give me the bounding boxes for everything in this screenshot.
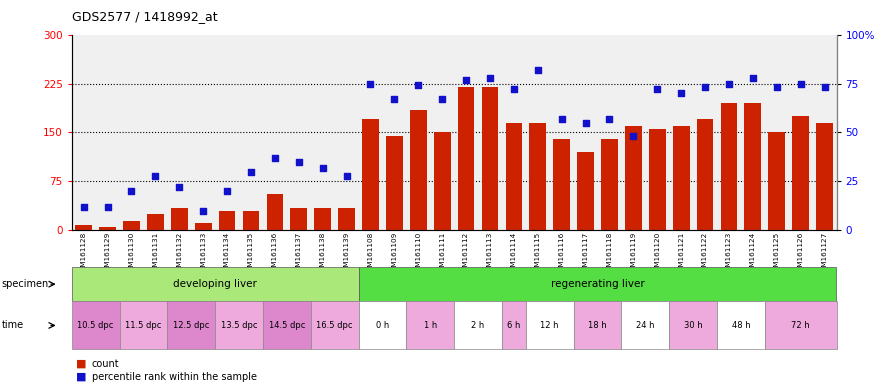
- Bar: [147, 214, 164, 230]
- Point: [220, 188, 234, 194]
- Point: [101, 204, 115, 210]
- Point: [172, 184, 186, 190]
- Text: 6 h: 6 h: [507, 321, 521, 330]
- Point: [626, 133, 640, 139]
- Bar: [290, 207, 307, 230]
- Text: percentile rank within the sample: percentile rank within the sample: [92, 372, 257, 382]
- Bar: [362, 119, 379, 230]
- Bar: [195, 223, 212, 230]
- Bar: [123, 220, 140, 230]
- Bar: [219, 211, 235, 230]
- Text: regenerating liver: regenerating liver: [550, 279, 644, 289]
- Point: [268, 155, 282, 161]
- Point: [483, 74, 497, 81]
- Text: 2 h: 2 h: [472, 321, 485, 330]
- Bar: [578, 152, 594, 230]
- Bar: [816, 123, 833, 230]
- Text: 14.5 dpc: 14.5 dpc: [269, 321, 305, 330]
- Point: [650, 86, 664, 93]
- Text: GDS2577 / 1418992_at: GDS2577 / 1418992_at: [72, 10, 217, 23]
- Text: 12 h: 12 h: [541, 321, 559, 330]
- Point: [698, 84, 712, 91]
- Bar: [75, 225, 92, 230]
- Text: 1 h: 1 h: [424, 321, 437, 330]
- Point: [316, 165, 330, 171]
- Point: [291, 159, 305, 165]
- Bar: [673, 126, 690, 230]
- Point: [435, 96, 449, 102]
- Bar: [696, 119, 713, 230]
- Point: [507, 86, 521, 93]
- Point: [77, 204, 91, 210]
- Bar: [99, 227, 116, 230]
- Bar: [506, 123, 522, 230]
- Text: 13.5 dpc: 13.5 dpc: [220, 321, 257, 330]
- Point: [363, 81, 377, 87]
- Text: 16.5 dpc: 16.5 dpc: [317, 321, 353, 330]
- Bar: [649, 129, 666, 230]
- Bar: [529, 123, 546, 230]
- Text: ■: ■: [76, 372, 87, 382]
- Text: ■: ■: [76, 359, 87, 369]
- Text: developing liver: developing liver: [173, 279, 257, 289]
- Point: [722, 81, 736, 87]
- Bar: [171, 207, 187, 230]
- Bar: [553, 139, 570, 230]
- Bar: [625, 126, 641, 230]
- Point: [244, 169, 258, 175]
- Bar: [792, 116, 809, 230]
- Text: count: count: [92, 359, 120, 369]
- Point: [531, 67, 545, 73]
- Text: 24 h: 24 h: [636, 321, 654, 330]
- Bar: [721, 103, 738, 230]
- Point: [340, 172, 354, 179]
- Bar: [267, 194, 284, 230]
- Text: specimen: specimen: [2, 279, 49, 289]
- Bar: [314, 207, 331, 230]
- Text: 72 h: 72 h: [791, 321, 810, 330]
- Point: [459, 76, 473, 83]
- Point: [746, 74, 760, 81]
- Point: [578, 120, 592, 126]
- Text: 11.5 dpc: 11.5 dpc: [125, 321, 162, 330]
- Bar: [386, 136, 402, 230]
- Bar: [458, 87, 474, 230]
- Bar: [768, 132, 785, 230]
- Point: [124, 188, 138, 194]
- Point: [603, 116, 617, 122]
- Bar: [410, 110, 427, 230]
- Point: [388, 96, 402, 102]
- Bar: [339, 207, 355, 230]
- Bar: [481, 87, 499, 230]
- Bar: [745, 103, 761, 230]
- Point: [817, 84, 831, 91]
- Bar: [434, 132, 451, 230]
- Point: [149, 172, 163, 179]
- Bar: [601, 139, 618, 230]
- Bar: [242, 211, 259, 230]
- Point: [411, 83, 425, 89]
- Text: 12.5 dpc: 12.5 dpc: [173, 321, 209, 330]
- Text: 18 h: 18 h: [588, 321, 607, 330]
- Point: [674, 90, 688, 96]
- Text: 48 h: 48 h: [732, 321, 750, 330]
- Point: [196, 208, 210, 214]
- Text: 10.5 dpc: 10.5 dpc: [78, 321, 114, 330]
- Point: [770, 84, 784, 91]
- Point: [794, 81, 808, 87]
- Text: 0 h: 0 h: [375, 321, 389, 330]
- Text: 30 h: 30 h: [683, 321, 703, 330]
- Point: [555, 116, 569, 122]
- Text: time: time: [2, 320, 24, 331]
